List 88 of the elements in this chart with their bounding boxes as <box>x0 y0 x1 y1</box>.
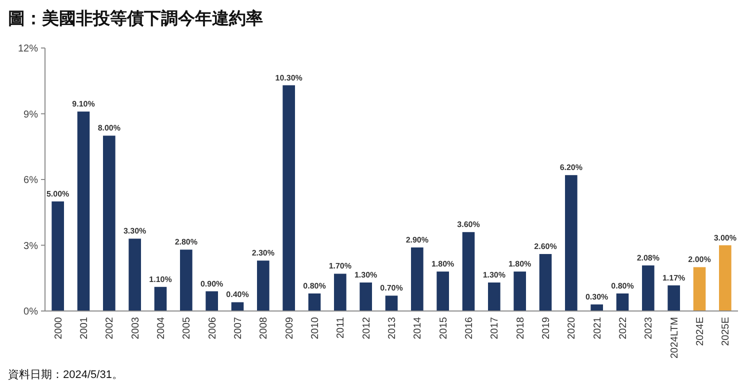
data-label: 5.00% <box>46 189 70 198</box>
bar <box>411 247 424 311</box>
data-label: 3.30% <box>123 226 146 236</box>
chart-title: 圖：美國非投等債下調今年違約率 <box>8 9 263 28</box>
x-tick-label: 2011 <box>336 316 347 339</box>
data-label: 0.30% <box>585 292 608 302</box>
data-label: 0.80% <box>303 281 326 290</box>
bar <box>565 175 578 311</box>
data-label: 0.40% <box>226 290 249 300</box>
data-label: 6.20% <box>560 163 583 172</box>
x-tick-label: 2002 <box>104 316 116 340</box>
bar <box>693 267 706 311</box>
x-tick-label: 2012 <box>361 316 372 340</box>
x-tick-label: 2020 <box>566 316 578 340</box>
data-label: 0.90% <box>200 279 224 288</box>
x-tick-label: 2025E <box>720 316 732 346</box>
bar <box>128 238 141 311</box>
x-tick-label: 2004 <box>156 316 167 340</box>
bar <box>539 254 552 311</box>
data-label: 8.00% <box>98 124 121 133</box>
bar <box>642 265 654 311</box>
text: 資料日期：2024/5/31。 <box>8 368 123 381</box>
data-label: 1.17% <box>662 273 686 282</box>
bar <box>462 232 475 311</box>
bar <box>77 112 90 311</box>
bar <box>52 201 64 311</box>
x-tick-label: 2000 <box>53 316 64 340</box>
x-tick-label: 2013 <box>387 316 398 340</box>
bar <box>668 285 680 311</box>
x-tick-label: 2022 <box>618 316 629 340</box>
data-label: 2.08% <box>636 253 660 262</box>
bar <box>436 272 449 311</box>
data-label: 2.30% <box>252 248 275 258</box>
bar <box>488 282 500 311</box>
bar <box>231 302 244 311</box>
data-label: 1.80% <box>508 260 532 269</box>
x-tick-label: 2016 <box>464 316 475 340</box>
x-tick-label: 2024LTM <box>669 317 680 359</box>
data-label: 3.00% <box>714 233 737 242</box>
x-tick-label: 2010 <box>310 316 321 340</box>
bar <box>206 291 218 311</box>
x-tick-label: 2001 <box>79 316 90 340</box>
data-label: 10.30% <box>275 73 302 82</box>
y-tick-label: 12% <box>18 44 38 54</box>
x-tick-label: 2008 <box>258 316 270 340</box>
x-tick-label: 2007 <box>233 316 244 340</box>
bar <box>616 293 629 311</box>
data-label: 9.10% <box>72 100 95 109</box>
x-tick-label: 2019 <box>541 316 552 340</box>
y-tick-label: 6% <box>24 175 38 186</box>
data-label: 3.60% <box>457 220 480 230</box>
bar <box>103 136 116 311</box>
data-label: 1.10% <box>149 274 172 284</box>
data-label: 1.30% <box>482 270 506 280</box>
bar <box>257 260 270 311</box>
bar <box>334 274 346 311</box>
bar <box>590 304 603 311</box>
bar <box>180 250 192 311</box>
bar <box>308 293 321 311</box>
x-tick-label: 2018 <box>515 316 526 340</box>
x-tick-label: 2005 <box>182 316 193 340</box>
x-tick-label: 2021 <box>592 316 604 340</box>
x-tick-label: 2024E <box>695 316 706 346</box>
bar <box>282 85 295 311</box>
data-label: 2.00% <box>688 255 711 264</box>
y-tick-label: 3% <box>24 240 38 252</box>
data-label: 1.70% <box>328 262 352 271</box>
bar <box>514 272 526 311</box>
data-label: 2.80% <box>174 238 198 247</box>
x-tick-label: 2023 <box>644 316 655 340</box>
data-label: 1.80% <box>431 260 454 269</box>
data-label: 0.80% <box>611 281 634 290</box>
data-label: 2.60% <box>534 242 557 252</box>
data-label: 2.90% <box>406 235 429 244</box>
data-label: 1.30% <box>354 270 378 280</box>
data-label: 0.70% <box>380 284 403 293</box>
bar <box>154 286 167 311</box>
x-tick-label: 2017 <box>490 316 501 340</box>
bar <box>360 282 372 311</box>
x-tick-label: 2006 <box>207 316 218 340</box>
x-tick-label: 2003 <box>130 316 142 340</box>
bar <box>385 296 398 311</box>
y-tick-label: 9% <box>24 109 38 120</box>
x-tick-label: 2015 <box>438 316 450 340</box>
x-tick-label: 2009 <box>284 316 296 340</box>
x-tick-label: 2014 <box>412 316 424 340</box>
bar <box>719 245 732 311</box>
y-tick-label: 0% <box>24 306 38 318</box>
